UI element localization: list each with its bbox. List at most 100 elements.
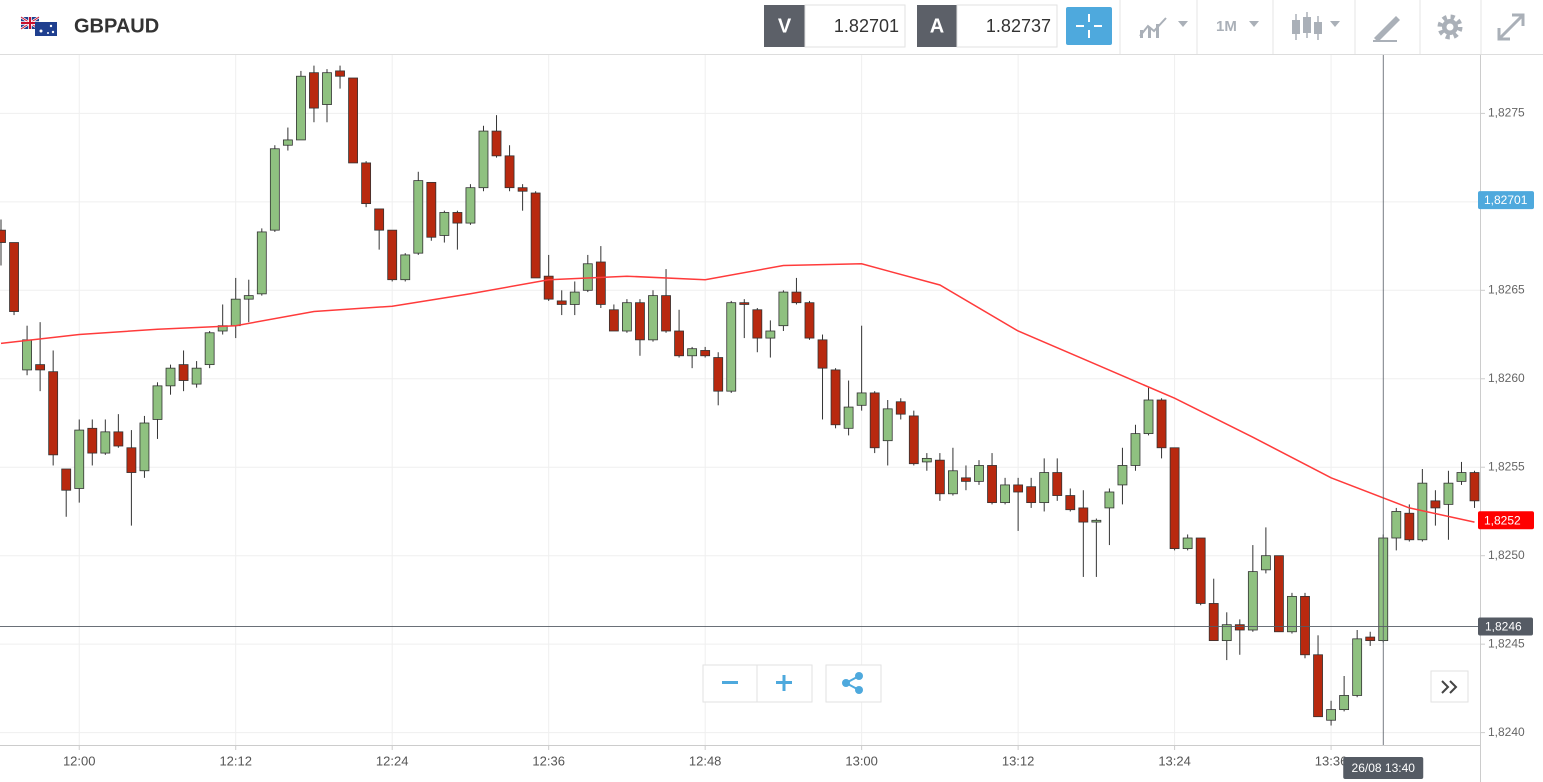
buy-button[interactable]: A 1.82737 bbox=[917, 4, 1058, 48]
candle-body bbox=[61, 468, 72, 491]
candle-body bbox=[465, 187, 476, 224]
candle-body bbox=[1195, 537, 1206, 604]
y-tick-label: 1,8255 bbox=[1488, 459, 1525, 473]
candle-body bbox=[987, 465, 997, 504]
candle-body bbox=[9, 242, 19, 312]
candle-body bbox=[1469, 472, 1480, 502]
candle-body bbox=[908, 415, 919, 465]
candle-body bbox=[635, 302, 645, 341]
candle-body bbox=[322, 72, 332, 105]
candle-body bbox=[1000, 484, 1010, 504]
candle-body bbox=[74, 429, 85, 489]
zoom-in[interactable] bbox=[756, 664, 813, 703]
candle-body bbox=[22, 339, 32, 371]
indicators-menu[interactable] bbox=[1139, 17, 1188, 38]
drawing-tools[interactable] bbox=[1373, 16, 1400, 42]
buy-label: A bbox=[930, 15, 944, 37]
candle-body bbox=[713, 357, 724, 392]
candle-body bbox=[1026, 486, 1037, 504]
chart-type-menu[interactable] bbox=[1292, 12, 1340, 40]
candle-body bbox=[1365, 636, 1376, 642]
timeframe-menu[interactable]: 1M bbox=[1216, 18, 1259, 35]
candle-body bbox=[413, 180, 424, 254]
candle-body bbox=[126, 447, 137, 473]
overlay: 1,8246 26/08 13:40 1,82701 1,8252 bbox=[0, 55, 1534, 779]
candle-body bbox=[0, 229, 6, 243]
candle-body bbox=[1117, 465, 1128, 486]
candle-body bbox=[1352, 638, 1363, 696]
share[interactable] bbox=[825, 664, 882, 703]
candle-body bbox=[687, 348, 698, 357]
candle-body bbox=[1287, 595, 1297, 633]
candle-body bbox=[478, 130, 489, 189]
price-marker-box bbox=[1478, 511, 1534, 530]
candle-body bbox=[152, 385, 163, 420]
candle-body bbox=[752, 309, 763, 339]
x-tick-label: 12:12 bbox=[219, 753, 252, 768]
candle-body bbox=[439, 212, 450, 236]
candle-body bbox=[843, 406, 854, 429]
y-tick-label: 1,8240 bbox=[1488, 725, 1525, 739]
candle-body bbox=[543, 275, 554, 300]
sell-label: V bbox=[778, 15, 792, 37]
candle-body bbox=[648, 295, 658, 341]
settings[interactable] bbox=[1437, 14, 1463, 40]
candle-body bbox=[100, 431, 111, 454]
candle-body bbox=[1274, 555, 1284, 633]
candle-body bbox=[504, 155, 515, 189]
toolbar-separators bbox=[1119, 0, 1482, 54]
candle-body bbox=[1078, 507, 1089, 523]
candle-body bbox=[87, 427, 98, 454]
candle-body bbox=[1443, 482, 1454, 505]
candle-body bbox=[1260, 555, 1271, 571]
candle-body bbox=[48, 371, 59, 456]
candle-body bbox=[1065, 495, 1076, 511]
candle-body bbox=[517, 187, 528, 192]
x-tick-label: 13:36 bbox=[1315, 753, 1348, 768]
scroll-to-end[interactable] bbox=[1430, 670, 1469, 703]
candle-body bbox=[622, 302, 632, 332]
candle-body bbox=[1104, 491, 1115, 509]
y-tick-label: 1,8265 bbox=[1488, 282, 1525, 296]
crosshair-x-box bbox=[1343, 757, 1424, 779]
candle-body bbox=[830, 369, 841, 426]
zoom-out[interactable] bbox=[702, 664, 758, 703]
price-marker-label: 1,82701 bbox=[1484, 193, 1528, 207]
candle-body bbox=[1339, 695, 1350, 711]
candle-body bbox=[204, 332, 215, 366]
candle-body bbox=[778, 291, 789, 327]
x-tick-label: 12:24 bbox=[376, 753, 409, 768]
y-tick-label: 1,8250 bbox=[1488, 548, 1525, 562]
candle-body bbox=[269, 148, 280, 231]
candle-body bbox=[804, 302, 815, 339]
candle-body bbox=[243, 295, 254, 300]
sell-button[interactable]: V 1.82701 bbox=[764, 4, 906, 48]
candle-body bbox=[361, 162, 372, 205]
candle-body bbox=[582, 263, 593, 291]
candle-body bbox=[974, 465, 984, 482]
candle-body bbox=[921, 457, 932, 463]
candle-body bbox=[35, 364, 46, 371]
candle-body bbox=[817, 339, 828, 369]
candle-body bbox=[1208, 603, 1219, 642]
candle-body bbox=[1234, 624, 1245, 631]
candle-body bbox=[1143, 399, 1154, 435]
crosshair-toggle[interactable] bbox=[1066, 7, 1112, 45]
candle-body bbox=[113, 431, 124, 447]
candle-body bbox=[178, 364, 189, 381]
candle-body bbox=[1052, 472, 1063, 496]
candle-body bbox=[1404, 512, 1415, 541]
x-tick-label: 13:12 bbox=[1002, 753, 1035, 768]
plot bbox=[0, 65, 1480, 726]
symbol: GBPAUD bbox=[74, 15, 159, 37]
candle-body bbox=[1300, 595, 1310, 656]
crosshair-y-label: 1,8246 bbox=[1485, 620, 1522, 634]
candle-body bbox=[400, 254, 411, 281]
candle-body bbox=[934, 459, 945, 495]
candle-body bbox=[335, 70, 345, 77]
candle-body bbox=[726, 302, 737, 392]
candle-body bbox=[948, 470, 958, 495]
candle-body bbox=[595, 261, 606, 305]
fullscreen[interactable] bbox=[1497, 13, 1525, 41]
